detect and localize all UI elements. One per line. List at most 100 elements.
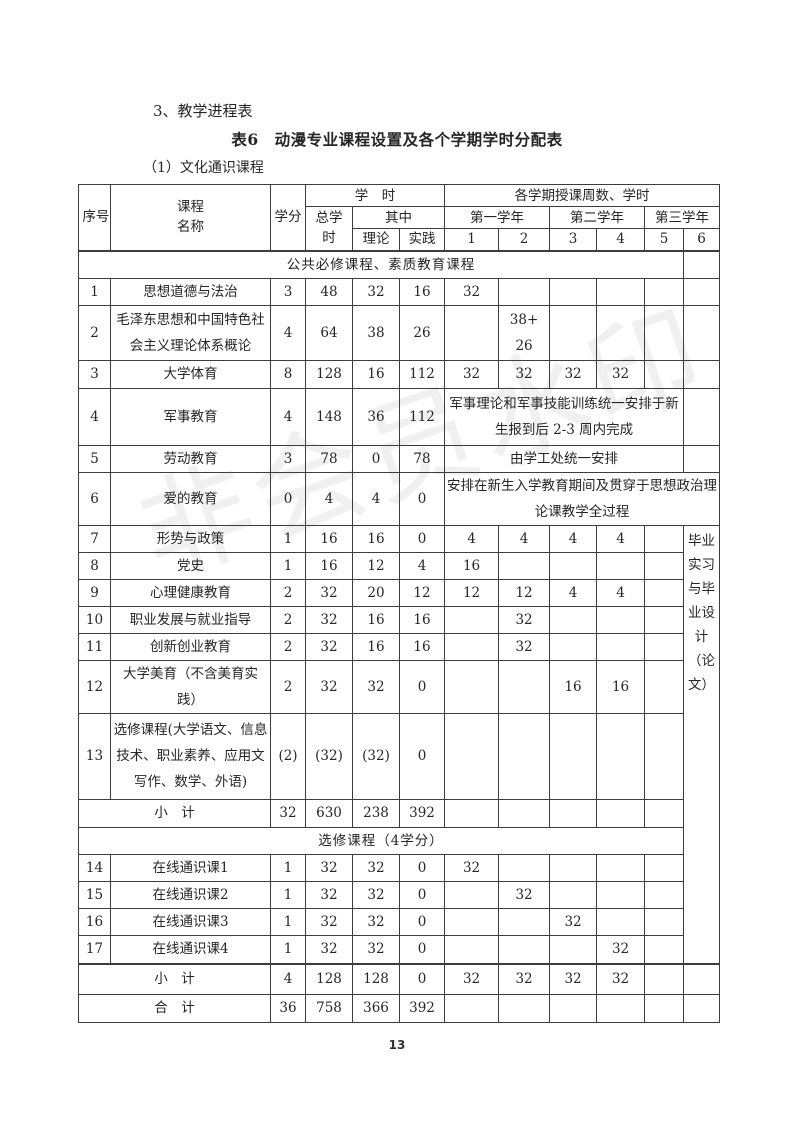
credit-cell: 1: [270, 551, 306, 580]
theory-cell: 32: [352, 853, 400, 882]
semester-cell: [644, 277, 685, 306]
credit-cell: 8: [270, 359, 306, 389]
subtotal-label: 小 计: [78, 798, 271, 828]
semester-cell: [549, 712, 598, 800]
practice-cell: 0: [398, 471, 446, 526]
course-name-cell: 创新创业教育: [110, 632, 271, 661]
subsection-label: （1）文化通识课程: [143, 160, 264, 176]
theory-cell: 12: [352, 551, 400, 580]
table-row: 13 选修课程(大学语文、信息技术、职业素养、应用文写作、数学、外语) (2) (32…: [78, 712, 720, 800]
total-hours-cell: 148: [305, 387, 353, 446]
practice-cell: 12: [398, 578, 446, 607]
semester-cell: [644, 632, 685, 661]
semester-cell: 32: [498, 880, 551, 909]
seq-cell: 14: [78, 853, 111, 882]
semester-cell: 32: [498, 632, 551, 661]
theory-cell: 32: [352, 934, 400, 965]
semester-cell: 32: [444, 963, 500, 995]
semester-cell: [596, 712, 646, 800]
theory-cell: 16: [352, 524, 400, 553]
credit-cell: 2: [270, 605, 306, 634]
header-row-1: 序号 课程名称 学分 学 时 各学期授课周数、学时: [78, 184, 721, 251]
remark-cell: 安排在新生入学教育期间及贯穿于思想政治理论课教学全过程: [444, 471, 721, 526]
semester-cell: 4: [444, 524, 500, 553]
header-year1: 第一学年: [444, 206, 551, 229]
header-sem-3: 3: [549, 228, 598, 252]
seq-cell: 11: [78, 632, 111, 661]
theory-cell: 238: [352, 798, 400, 828]
practice-cell: 392: [398, 993, 446, 1023]
practice-cell: 16: [398, 632, 446, 661]
table-row: 7 形势与政策 1 16 16 0 4 4 4 4 毕业实习与毕业设计（论文）: [78, 524, 721, 965]
header-theory: 理论: [352, 228, 400, 252]
practice-cell: 0: [398, 853, 446, 882]
semester-cell: [596, 304, 646, 361]
table-row: 2 毛泽东思想和中国特色社会主义理论体系概论 4 64 38 26 38+ 26: [78, 304, 721, 361]
semester-cell: 32: [498, 963, 551, 995]
total-hours-cell: 78: [305, 444, 353, 473]
total-hours-cell: 128: [305, 963, 353, 995]
semester-cell: [644, 880, 685, 909]
section-row: 公共必修课程、素质教育课程: [77, 249, 721, 279]
semester-cell: 12: [498, 578, 551, 607]
semester-cell: 4: [596, 578, 646, 607]
table-row: 小 计 32 630 238 392: [78, 798, 720, 828]
semester-cell: [596, 880, 646, 909]
semester-cell: [498, 853, 551, 882]
course-name-cell: 在线通识课1: [110, 853, 271, 882]
semester-cell: [644, 853, 685, 882]
table-row: 16 在线通识课3 1 32 32 0 32: [78, 907, 720, 936]
table-row: 1 思想道德与法治 3 48 32 16 32: [78, 277, 721, 306]
theory-cell: 0: [352, 444, 400, 473]
semester-cell: [644, 798, 685, 828]
practice-cell: 392: [398, 798, 446, 828]
credit-cell: 3: [270, 444, 306, 473]
subtotal-label: 小 计: [78, 963, 271, 995]
header-sem-6: 6: [683, 228, 721, 252]
semester-cell: [444, 605, 500, 634]
semester-cell: [683, 993, 721, 1023]
credit-cell: 1: [270, 853, 306, 882]
semester-cell: [596, 853, 646, 882]
semester-cell: [444, 632, 500, 661]
semester-cell: [444, 993, 500, 1023]
remark-cell: 由学工处统一安排: [444, 444, 685, 473]
semester-cell: [644, 907, 685, 936]
semester-cell: [444, 659, 500, 714]
practice-cell: 16: [398, 605, 446, 634]
credit-cell: 1: [270, 524, 306, 553]
semester-cell: [683, 963, 721, 995]
credit-cell: 1: [270, 907, 306, 936]
course-name-cell: 思想道德与法治: [110, 277, 271, 306]
subtotal-label: 合 计: [78, 993, 271, 1023]
section-row: 选修课程（4学分）: [77, 826, 720, 855]
practice-cell: 0: [398, 659, 446, 714]
semester-cell: 4: [549, 578, 598, 607]
seq-cell: 2: [78, 304, 111, 361]
semester-cell: [683, 359, 721, 389]
practice-cell: 0: [398, 880, 446, 909]
seq-cell: 7: [78, 524, 111, 553]
seq-cell: 3: [78, 359, 111, 389]
semester-cell: [498, 907, 551, 936]
header-year2: 第二学年: [549, 206, 646, 229]
header-among: 其中: [351, 206, 446, 229]
seq-cell: 16: [78, 907, 111, 936]
seq-cell: 9: [78, 578, 111, 607]
semester-cell: [596, 993, 646, 1023]
total-hours-cell: 32: [305, 632, 353, 661]
semester-cell: [549, 853, 598, 882]
seq-cell: 5: [78, 444, 111, 473]
theory-cell: 366: [352, 993, 400, 1023]
table-row: 17 在线通识课4 1 32 32 0 32: [78, 934, 720, 965]
practice-cell: 16: [398, 277, 446, 306]
semester-cell: 32: [444, 853, 500, 882]
header-course-name: 课程名称: [110, 184, 271, 251]
semester-cell: 32: [596, 934, 646, 965]
header-row-2: 总学时 其中 第一学年 第二学年 第三学年: [79, 206, 721, 251]
total-hours-cell: 32: [305, 853, 353, 882]
semester-cell: [644, 963, 685, 995]
header-course-label: 课程名称: [177, 199, 204, 236]
semester-cell: [644, 304, 685, 361]
semester-cell: [549, 551, 598, 580]
